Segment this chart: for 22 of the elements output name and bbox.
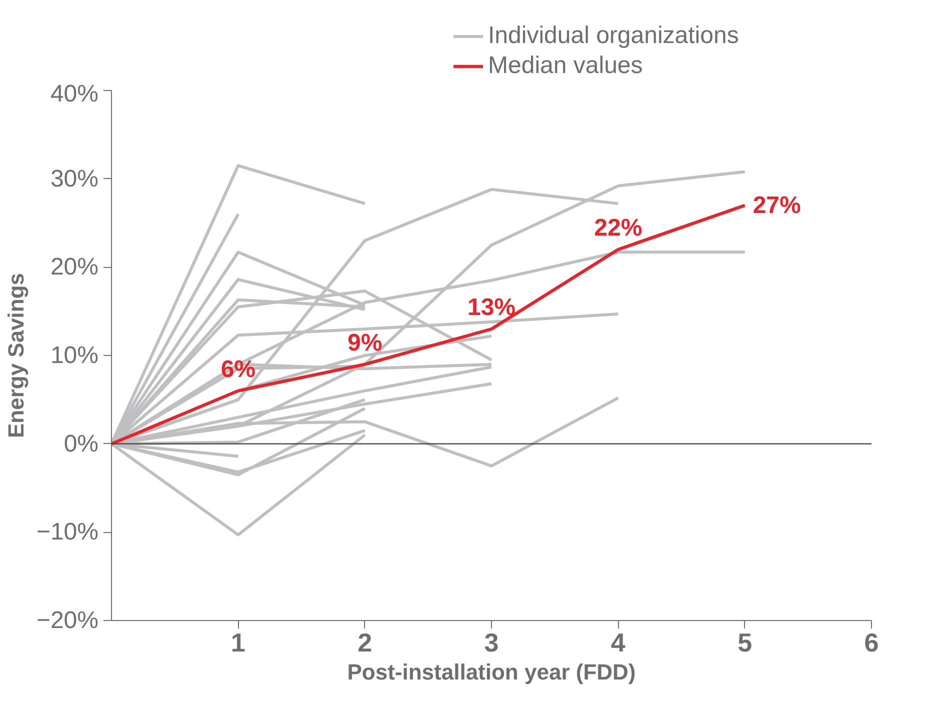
data-label: 13%: [467, 294, 516, 321]
x-tick-label: 4: [610, 628, 626, 658]
data-label: 6%: [220, 356, 256, 383]
y-tick-label: 30%: [50, 165, 99, 192]
y-axis-title: Energy Savings: [3, 272, 28, 438]
x-tick-label: 2: [358, 628, 372, 658]
x-axis-title: Post-installation year (FDD): [347, 660, 636, 684]
data-label: 27%: [752, 192, 801, 219]
legend-label: Median values: [488, 52, 643, 80]
y-tick-label: −20%: [36, 607, 99, 634]
data-label: 22%: [594, 214, 642, 242]
y-tick-label: 10%: [50, 342, 99, 369]
x-tick-label: 6: [864, 628, 879, 658]
x-tick-label: 5: [738, 628, 752, 658]
y-tick-label: −10%: [36, 518, 99, 546]
y-tick-label: 0%: [64, 430, 98, 458]
x-tick-label: 3: [484, 628, 499, 658]
legend-label: Individual organizations: [488, 22, 739, 50]
data-label: 9%: [347, 329, 382, 356]
x-tick-label: 1: [230, 628, 246, 658]
y-tick-label: 40%: [50, 80, 99, 108]
y-tick-label: 20%: [50, 254, 99, 281]
